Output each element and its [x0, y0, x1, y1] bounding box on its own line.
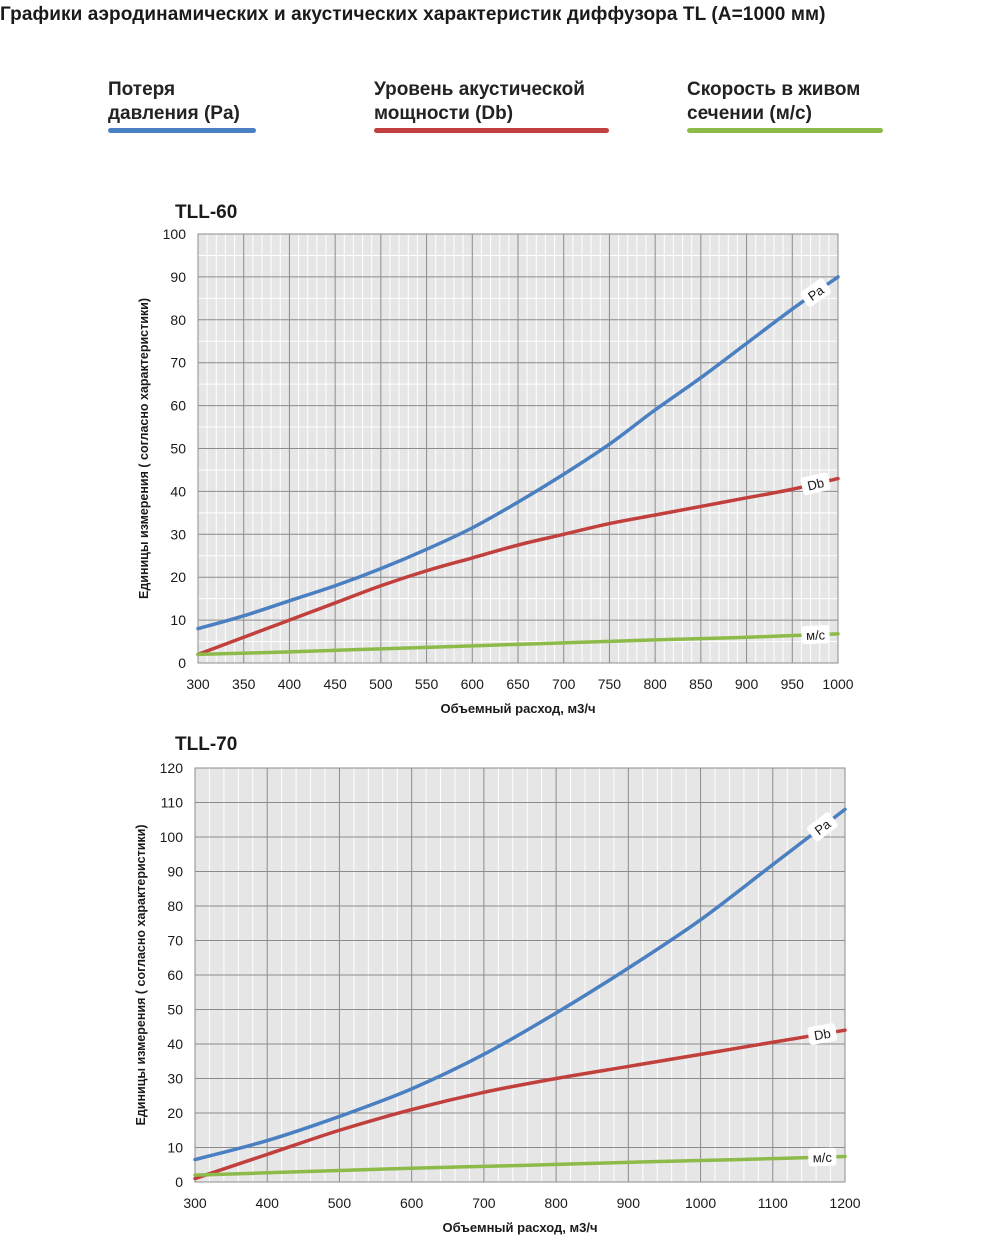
x-tick-label: 900	[617, 1195, 641, 1211]
x-tick-label: 800	[544, 1195, 568, 1211]
legend-label-velocity-line2: сечении (м/с)	[687, 103, 812, 124]
y-tick-label: 80	[170, 312, 186, 328]
series-line-3	[196, 632, 840, 657]
series-label-1: Pa	[806, 812, 838, 842]
legend-item-pressure: Потеря давления (Pa)	[108, 78, 256, 133]
y-tick-label: 60	[167, 967, 183, 983]
x-tick-label: 1000	[685, 1195, 716, 1211]
y-tick-label: 10	[170, 612, 186, 628]
legend-label-pressure-line1: Потеря	[108, 79, 176, 100]
series-label-bg	[800, 472, 831, 496]
y-tick-label: 100	[163, 226, 187, 242]
x-tick-label: 350	[232, 676, 256, 692]
x-tick-label: 950	[781, 676, 805, 692]
chart-tll-70: TLL-70 300 400 500 600 700 800 900 1000 1100 1200 0…	[134, 734, 861, 1235]
x-tick-label: 500	[328, 1195, 352, 1211]
x-tick-label: 1200	[829, 1195, 860, 1211]
y-tick-label: 90	[167, 864, 183, 880]
x-tick-label: 400	[256, 1195, 280, 1211]
x-tick-label: 800	[643, 676, 667, 692]
y-tick-label: 70	[167, 933, 183, 949]
chart-title: TLL-60	[175, 202, 237, 223]
x-axis-label: Объемный расход, м3/ч	[440, 701, 595, 716]
legend-swatch-acoustic	[374, 128, 609, 133]
series-label-2: Db	[800, 472, 831, 496]
y-tick-label: 20	[170, 569, 186, 585]
series-label-bg	[801, 625, 830, 645]
x-tick-label: 300	[186, 676, 210, 692]
y-tick-label: 40	[170, 483, 186, 499]
series-line-1	[193, 807, 847, 1162]
x-tick-label: 650	[506, 676, 530, 692]
series-label-2: Db	[807, 1023, 838, 1045]
series-label-bg	[806, 812, 838, 842]
series-line-1	[196, 275, 840, 631]
chart-title: TLL-70	[175, 734, 237, 755]
series-line-2	[193, 1028, 847, 1181]
y-tick-label: 50	[170, 441, 186, 457]
series-label-bg	[807, 1023, 838, 1045]
plot-border	[194, 767, 846, 1183]
x-axis-label: Объемный расход, м3/ч	[442, 1220, 597, 1235]
legend-label-velocity-line1: Скорость в живом	[687, 79, 861, 100]
page-title: Графики аэродинамических и акустических …	[0, 4, 826, 25]
x-tick-label: 300	[183, 1195, 207, 1211]
legend-swatch-velocity	[687, 128, 883, 133]
series-label-bg	[808, 1147, 837, 1167]
y-tick-label: 110	[161, 795, 184, 811]
legend-label-acoustic-line2: мощности (Db)	[374, 103, 514, 124]
series-label-1: Pa	[800, 278, 832, 307]
x-tick-label: 700	[472, 1195, 496, 1211]
series-label-bg	[800, 278, 832, 307]
y-tick-label: 50	[167, 1002, 183, 1018]
series-label-text: Db	[806, 475, 826, 493]
y-tick-label: 10	[167, 1140, 183, 1156]
y-tick-label: 100	[160, 829, 184, 845]
y-tick-label: 80	[167, 898, 183, 914]
y-tick-label: 30	[170, 526, 186, 542]
series-label-text: м/с	[806, 627, 826, 643]
y-tick-label: 20	[167, 1105, 183, 1121]
x-tick-label: 400	[278, 676, 302, 692]
plot-border	[197, 233, 839, 664]
series-label-text: м/с	[813, 1150, 833, 1166]
y-axis-label: Единицы измерения ( согласно характерист…	[137, 298, 151, 599]
x-tick-label: 450	[323, 676, 347, 692]
y-tick-label: 90	[170, 269, 186, 285]
y-axis-label: Единицы измерения ( согласно характерист…	[134, 824, 148, 1125]
y-tick-label: 30	[167, 1071, 183, 1087]
y-tick-label: 0	[175, 1174, 183, 1190]
series-label-3: м/с	[801, 625, 830, 645]
legend-item-velocity: Скорость в живом сечении (м/с)	[687, 78, 883, 133]
x-tick-label: 600	[461, 676, 485, 692]
series-label-3: м/с	[808, 1147, 837, 1167]
y-tick-label: 40	[167, 1036, 183, 1052]
x-tick-label: 750	[598, 676, 622, 692]
y-tick-label: 120	[160, 760, 184, 776]
legend-swatch-pressure	[108, 128, 256, 133]
x-tick-label: 500	[369, 676, 393, 692]
x-tick-label: 700	[552, 676, 576, 692]
legend-label-pressure-line2: давления (Pa)	[108, 103, 240, 124]
legend-item-acoustic: Уровень акустической мощности (Db)	[374, 78, 609, 133]
x-tick-label: 550	[415, 676, 439, 692]
x-tick-label: 850	[689, 676, 713, 692]
series-line-2	[196, 476, 840, 657]
series-label-text: Db	[813, 1026, 832, 1044]
y-tick-label: 0	[178, 655, 186, 671]
x-tick-label: 1100	[758, 1195, 788, 1211]
x-tick-label: 1000	[822, 676, 853, 692]
y-tick-label: 70	[170, 355, 186, 371]
y-tick-label: 60	[170, 398, 186, 414]
x-tick-label: 600	[400, 1195, 424, 1211]
series-line-3	[193, 1154, 847, 1177]
legend-label-acoustic-line1: Уровень акустической	[374, 79, 585, 100]
x-tick-label: 900	[735, 676, 759, 692]
